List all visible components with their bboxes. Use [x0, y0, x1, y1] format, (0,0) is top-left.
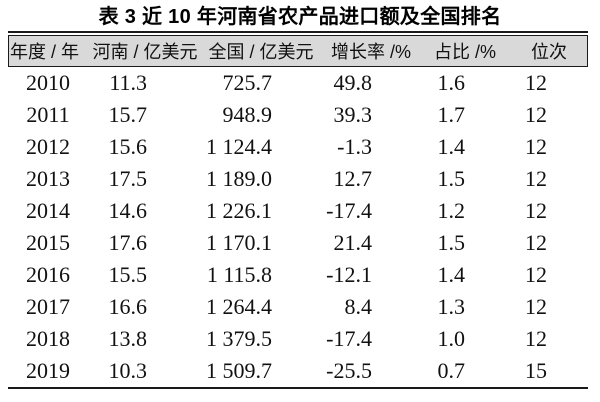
table-cell: 49.8 [333, 70, 373, 95]
table-row: 2014 14.6 1 226.1 -17.4 1.2 12 [8, 195, 588, 227]
table-cell: -17.4 [326, 198, 372, 223]
table-cell: 15.7 [108, 102, 148, 127]
table-cell: 8.4 [344, 294, 373, 319]
table-cell: 2011 [26, 102, 70, 127]
table-cell: 2018 [26, 326, 70, 351]
table-cell: 0.7 [437, 358, 466, 383]
table-top-rule [8, 31, 588, 33]
table-row: 2016 15.5 1 115.8 -12.1 1.4 12 [8, 259, 588, 291]
table-cell: 948.9 [222, 102, 273, 127]
table-cell: 21.4 [333, 230, 373, 255]
table-cell: 1 124.4 [206, 134, 272, 159]
table-row: 2019 10.3 1 509.7 -25.5 0.7 15 [8, 355, 588, 387]
table-cell: -12.1 [326, 262, 372, 287]
table-cell: 1.3 [437, 294, 466, 319]
table-row: 2010 11.3 725.7 49.8 1.6 12 [8, 67, 588, 99]
table-cell: 11.3 [109, 70, 147, 95]
table-cell: 725.7 [222, 70, 273, 95]
table-cell: 1.4 [437, 134, 466, 159]
table-cell: 14.6 [108, 198, 148, 223]
table-cell: 1.2 [437, 198, 466, 223]
table-cell: 1 170.1 [206, 230, 272, 255]
table-cell: 2019 [26, 358, 70, 383]
table-cell: -1.3 [337, 134, 372, 159]
table-cell: 1 115.8 [206, 262, 272, 287]
table-cell: 15.6 [108, 134, 148, 159]
table-row: 2012 15.6 1 124.4 -1.3 1.4 12 [8, 131, 588, 163]
column-header-share: 占比 /% [433, 42, 496, 62]
table-cell: 2014 [26, 198, 70, 223]
column-header-national: 全国 / 亿美元 [208, 42, 314, 62]
data-table: 年度 / 年 河南 / 亿美元 全国 / 亿美元 增长率 /% 占比 /% 位次… [8, 31, 588, 389]
table-row: 2011 15.7 948.9 39.3 1.7 12 [8, 99, 588, 131]
table-cell: 2013 [26, 166, 70, 191]
table-cell: 1.4 [437, 262, 466, 287]
table-cell: -25.5 [326, 358, 372, 383]
table-cell: 2016 [26, 262, 70, 287]
table-cell: 1.5 [437, 230, 466, 255]
table-cell: 16.6 [108, 294, 148, 319]
table-cell: 1.0 [437, 326, 466, 351]
table-cell: 17.6 [108, 230, 148, 255]
table-cell: -17.4 [326, 326, 372, 351]
table-cell: 12 [525, 102, 547, 127]
table-cell: 12.7 [333, 166, 373, 191]
table-cell: 2017 [26, 294, 70, 319]
table-cell: 2012 [26, 134, 70, 159]
table-cell: 1.6 [437, 70, 466, 95]
table-cell: 2010 [26, 70, 70, 95]
table-row: 2018 13.8 1 379.5 -17.4 1.0 12 [8, 323, 588, 355]
table-cell: 12 [525, 262, 547, 287]
column-header-rank: 位次 [531, 42, 567, 62]
table-cell: 10.3 [108, 358, 148, 383]
table-cell: 15 [525, 358, 547, 383]
table-cell: 15.5 [108, 262, 148, 287]
column-header-henan: 河南 / 亿美元 [92, 42, 198, 62]
table-cell: 2015 [26, 230, 70, 255]
table-cell: 1 379.5 [206, 326, 272, 351]
table-cell: 1 189.0 [206, 166, 272, 191]
table-cell: 1 264.4 [206, 294, 272, 319]
table-cell: 1 509.7 [206, 358, 272, 383]
table-title: 表 3 近 10 年河南省农产品进口额及全国排名 [98, 6, 502, 28]
table-cell: 1.7 [437, 102, 466, 127]
table-cell: 12 [525, 230, 547, 255]
table-header-row: 年度 / 年 河南 / 亿美元 全国 / 亿美元 增长率 /% 占比 /% 位次 [8, 35, 588, 67]
table-cell: 39.3 [333, 102, 373, 127]
table-row: 2015 17.6 1 170.1 21.4 1.5 12 [8, 227, 588, 259]
table-row: 2017 16.6 1 264.4 8.4 1.3 12 [8, 291, 588, 323]
column-header-year: 年度 / 年 [10, 42, 80, 62]
table-cell: 12 [525, 134, 547, 159]
table-cell: 1.5 [437, 166, 466, 191]
table-row: 2013 17.5 1 189.0 12.7 1.5 12 [8, 163, 588, 195]
table-body: 2010 11.3 725.7 49.8 1.6 12 2011 15.7 948.9 39.3 1… [8, 67, 588, 389]
table-cell: 12 [525, 198, 547, 223]
table-cell: 12 [525, 294, 547, 319]
table-cell: 12 [525, 70, 547, 95]
column-header-growth-rate: 增长率 /% [330, 42, 411, 62]
table-cell: 12 [525, 166, 547, 191]
table-cell: 17.5 [108, 166, 148, 191]
table-cell: 13.8 [108, 326, 148, 351]
table-cell: 1 226.1 [206, 198, 272, 223]
table-cell: 12 [525, 326, 547, 351]
